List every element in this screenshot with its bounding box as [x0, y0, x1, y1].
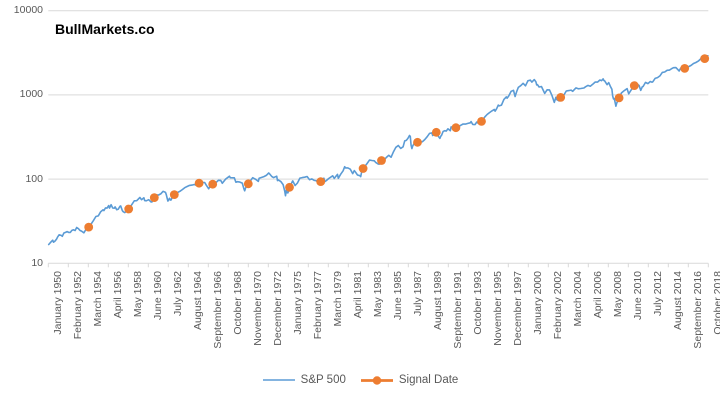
x-axis-tick-label: March 1979 [332, 271, 345, 327]
x-axis-tick-label: July 1962 [172, 271, 185, 316]
signal-date-dot [358, 164, 368, 173]
x-axis-tick-label: July 2012 [652, 271, 665, 316]
x-axis-tick-label: April 1981 [352, 271, 365, 319]
x-axis-tick-label: January 2000 [532, 271, 545, 335]
legend-label-signal-date: Signal Date [398, 374, 459, 386]
x-axis-tick-label: October 2018 [712, 271, 720, 335]
x-axis-tick-label: May 1983 [372, 271, 385, 318]
sp500-line [47, 54, 709, 246]
y-axis-tick-label: 10000 [13, 4, 43, 17]
x-axis-tick-label: July 1987 [412, 271, 425, 316]
signal-date-dot [243, 179, 253, 189]
sp500-line-swatch-icon [262, 379, 295, 381]
signal-date-dot [124, 204, 134, 214]
signal-date-dot [680, 64, 690, 73]
signal-date-dot [316, 177, 326, 187]
x-axis-tick-label: November 1970 [252, 271, 265, 346]
legend: S&P 500 Signal Date [0, 374, 720, 386]
y-axis-tick-label: 10 [31, 256, 43, 269]
y-axis-tick-label: 100 [25, 172, 43, 185]
x-axis-tick-label: August 2014 [672, 271, 685, 330]
chart-title: BullMarkets.co [55, 21, 155, 37]
x-axis-tick-label: March 1954 [92, 271, 105, 327]
signal-date-dot [629, 81, 639, 90]
signal-date-marker-icon [360, 375, 393, 385]
x-axis-tick-label: April 2006 [592, 271, 605, 319]
signal-date-dot [556, 93, 566, 102]
x-axis-tick-label: October 1993 [472, 271, 485, 335]
x-axis-tick-label: August 1964 [192, 271, 205, 330]
signal-date-dot [451, 123, 461, 133]
x-axis-tick-label: June 1960 [152, 271, 165, 321]
y-axis-tick-label: 1000 [19, 88, 43, 101]
legend-item-sp500: S&P 500 [262, 374, 346, 386]
x-axis-tick-label: September 1991 [452, 271, 465, 349]
x-axis-tick-label: November 1995 [492, 271, 505, 346]
signal-date-dot [149, 193, 159, 203]
x-axis-tick-label: December 1997 [512, 271, 525, 346]
x-axis-tick-label: February 1977 [312, 271, 325, 340]
signal-date-dot [413, 137, 422, 147]
x-axis-tick-label: June 1985 [392, 271, 405, 321]
signal-date-dot [285, 182, 294, 192]
legend-label-sp500: S&P 500 [300, 374, 346, 386]
x-axis-tick-label: September 1966 [212, 271, 225, 349]
x-axis-tick-label: August 1989 [432, 271, 445, 330]
signal-date-dot [84, 222, 94, 232]
x-axis-tick-label: January 1975 [292, 271, 305, 335]
signal-date-dot [431, 127, 441, 137]
signal-date-dot [208, 179, 218, 189]
x-axis-tick-label: December 1972 [272, 271, 285, 346]
signal-date-dot [169, 190, 179, 200]
x-axis-tick-label: May 2008 [612, 271, 625, 318]
signal-date-dot [377, 156, 386, 165]
x-axis-tick-label: February 1952 [72, 271, 85, 340]
legend-item-signal-date: Signal Date [360, 374, 458, 386]
x-axis-tick-label: September 2016 [692, 271, 705, 349]
x-axis-tick-label: October 1968 [232, 271, 245, 335]
x-axis-tick-label: January 1950 [52, 271, 65, 335]
signal-date-dot [477, 117, 486, 126]
x-axis-tick-label: June 2010 [632, 271, 645, 321]
signal-date-dot [700, 54, 710, 63]
x-axis-tick-label: February 2002 [552, 271, 565, 340]
signal-date-dot [614, 93, 624, 103]
x-axis-tick-label: May 1958 [132, 271, 145, 318]
signal-date-dot [194, 178, 204, 188]
x-axis-tick-label: April 1956 [112, 271, 125, 319]
x-axis-tick-label: March 2004 [572, 271, 585, 327]
